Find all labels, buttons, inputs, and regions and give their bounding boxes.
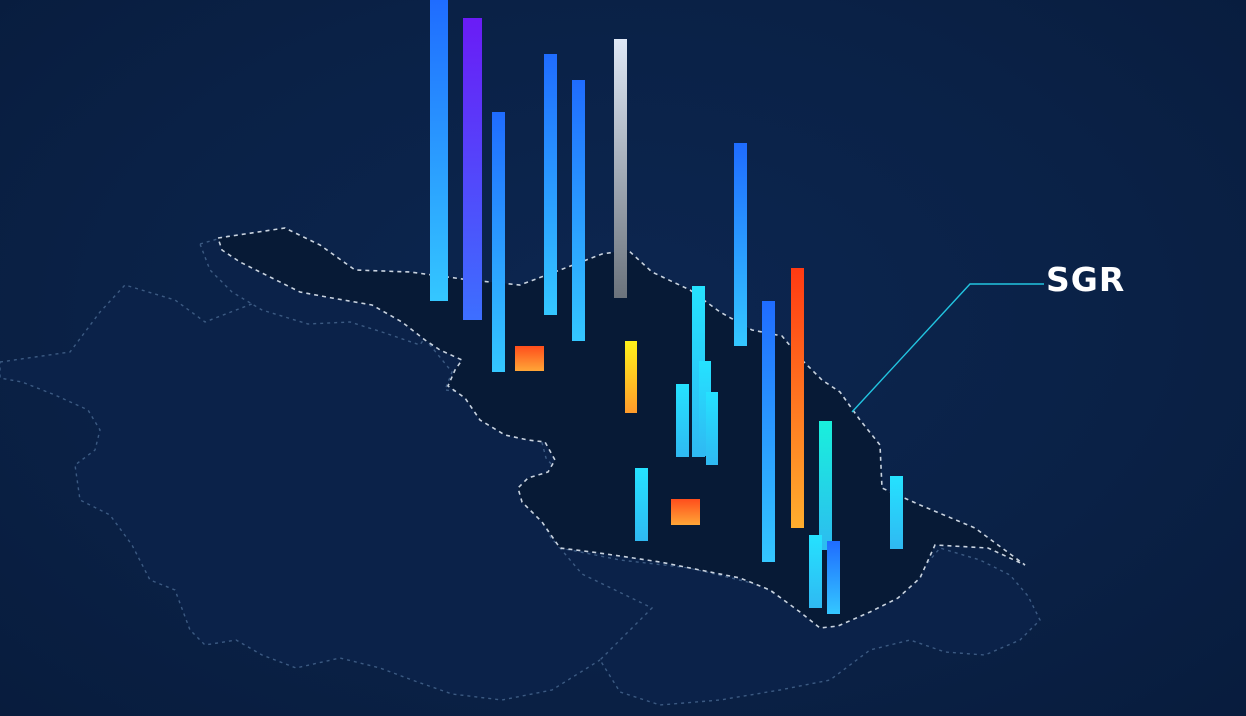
bar-12 xyxy=(706,392,718,465)
bar-7 xyxy=(515,346,544,371)
bar-21 xyxy=(827,541,840,614)
bar-4 xyxy=(544,54,557,315)
bar-17 xyxy=(671,499,700,525)
bar-16 xyxy=(635,468,648,541)
bar-2 xyxy=(463,18,482,320)
callout-leader-line xyxy=(851,283,1044,413)
bar-1 xyxy=(430,0,448,301)
bar-layer xyxy=(430,0,903,614)
region-south-outline xyxy=(558,546,1041,706)
bar-6 xyxy=(614,39,627,298)
bar-3 xyxy=(492,112,505,372)
bar-15 xyxy=(791,268,804,528)
bar-14 xyxy=(762,301,775,562)
region-west-outline xyxy=(0,284,692,701)
bar-13 xyxy=(734,143,747,346)
bar-11 xyxy=(676,384,689,457)
bar-5 xyxy=(572,80,585,341)
bar-19 xyxy=(809,535,822,608)
region-label: SGR xyxy=(1046,260,1126,299)
bar-8 xyxy=(625,341,637,413)
bar-18 xyxy=(819,421,832,550)
bar-20 xyxy=(890,476,903,549)
